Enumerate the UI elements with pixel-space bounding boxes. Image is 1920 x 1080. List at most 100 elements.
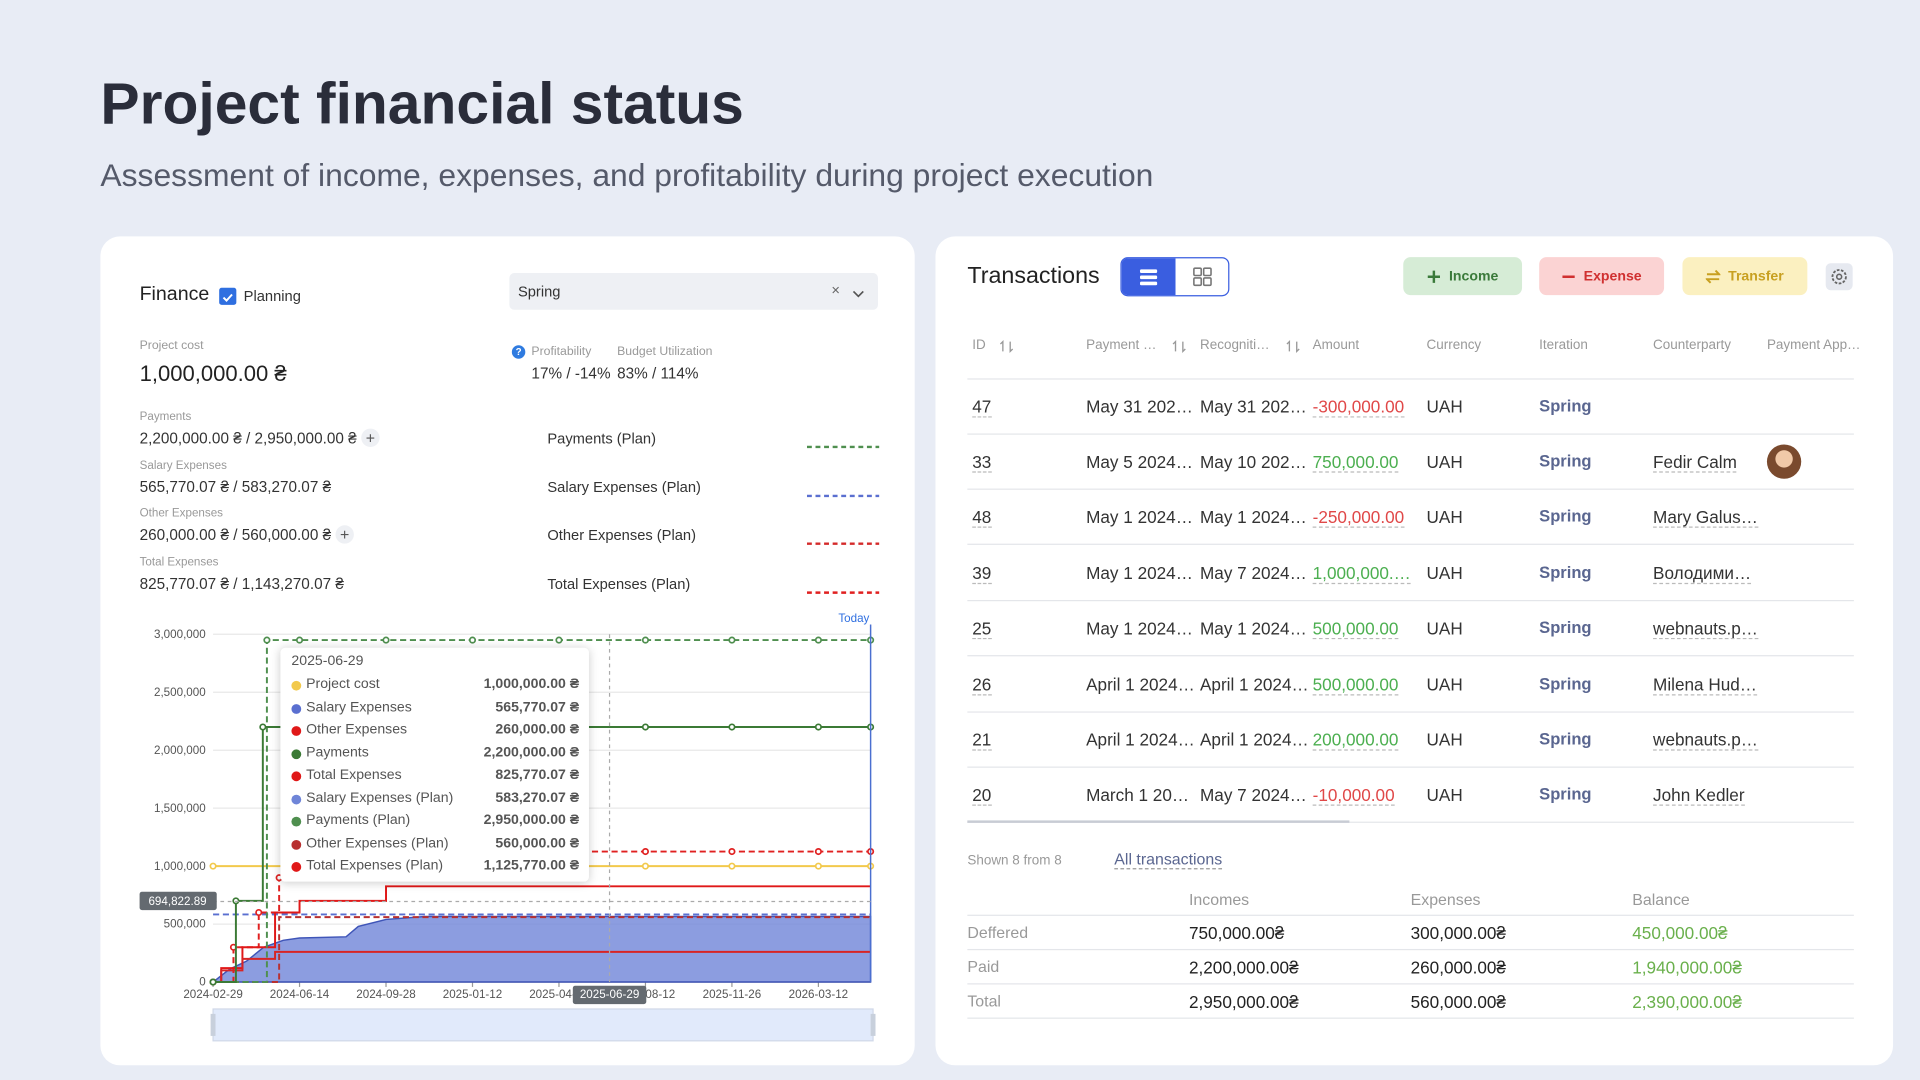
cell-counterparty[interactable]: John Kedler [1653,785,1745,807]
slider-handle [210,1013,216,1036]
cell-amount[interactable]: -250,000.00 [1312,507,1405,529]
cell-iteration: Spring [1539,396,1592,415]
cell-amount[interactable]: 750,000.00 [1312,451,1399,473]
sort-icon[interactable] [1286,338,1301,360]
tooltip-value: 2,200,000.00 ₴ [483,745,580,760]
today-label: Today [838,612,869,625]
summary-incomes: 2,200,000.00₴ [1188,957,1299,978]
approver-avatar [1766,444,1802,479]
summary-expenses: 300,000.00₴ [1410,923,1506,943]
transfer-button[interactable]: Transfer [1682,257,1808,296]
list-view-button[interactable] [1121,258,1176,296]
row-divider [967,488,1854,490]
cell-iteration: Spring [1539,507,1592,526]
planning-checkbox[interactable] [219,287,237,305]
legend-label: Other Expenses (Plan) [547,526,696,544]
legend-label: Salary Expenses (Plan) [547,478,701,496]
cell-recognition-date: May 1 2024… [1200,618,1307,639]
cell-amount[interactable]: -10,000.00 [1312,785,1395,807]
expense-button[interactable]: Expense [1539,257,1665,296]
cell-iteration: Spring [1539,729,1592,749]
shown-count: Shown 8 from 8 [967,853,1062,869]
select-value: Spring [517,282,561,300]
x-tick-label: 2024-09-28 [356,988,415,1001]
legend-label: Payments (Plan) [547,429,656,447]
cell-amount[interactable]: -300,000.00 [1312,396,1405,417]
row-divider [967,766,1854,768]
cell-id[interactable]: 39 [972,562,992,584]
point [728,636,736,644]
cell-amount[interactable]: 1,000,000.… [1312,562,1411,584]
cell-payment-date: May 1 2024… [1086,562,1193,583]
summary-expenses: 260,000.00₴ [1410,957,1506,978]
summary-balance: 1,940,000.00₴ [1632,957,1742,978]
cell-counterparty[interactable]: webnauts.p… [1653,729,1758,751]
tooltip-dot [291,726,302,736]
cell-iteration: Spring [1539,618,1592,637]
select-clear[interactable]: × [831,281,841,299]
column-header[interactable]: Recogniti… [1200,337,1270,353]
legend-swatch [806,532,880,554]
cell-counterparty[interactable]: Milena Hud… [1653,674,1757,695]
budget-utilization-label: Budget Utilization [617,345,713,359]
cell-counterparty[interactable]: Володими… [1653,562,1752,584]
grid-view-button[interactable] [1176,258,1229,295]
view-toggle [1120,257,1230,297]
tooltip-name: Payments [306,745,369,760]
tooltip-name: Project cost [306,677,380,692]
area [210,915,872,983]
cell-id[interactable]: 21 [972,729,992,751]
column-header[interactable]: Payment … [1086,337,1157,353]
cell-currency: UAH [1426,674,1463,694]
cell-amount[interactable]: 500,000.00 [1312,618,1399,640]
page-subtitle: Assessment of income, expenses, and prof… [100,156,1154,194]
cell-counterparty[interactable]: Mary Galus… [1653,507,1758,529]
metric-value: 260,000.00 ₴ / 560,000.00 ₴ [139,526,332,544]
scrollbar [967,820,1350,823]
column-header[interactable]: Counterparty [1653,337,1731,353]
cell-id[interactable]: 33 [972,451,992,473]
cell-amount[interactable]: 500,000.00 [1312,674,1399,695]
cell-id[interactable]: 47 [972,396,992,417]
cell-payment-date: May 31 202… [1086,396,1193,416]
cell-currency: UAH [1426,562,1463,583]
crosshair-x-badge [572,985,647,1005]
summary-label: Total [967,992,1001,1011]
column-header[interactable]: Payment App… [1766,337,1861,353]
tooltip-value: 1,125,770.00 ₴ [483,858,580,874]
cell-counterparty[interactable]: Fedir Calm [1653,451,1737,473]
cell-recognition-date: May 10 202… [1200,451,1307,472]
column-header[interactable]: Amount [1312,337,1360,353]
metric-label: Total Expenses [139,555,219,570]
button-icon [1428,270,1441,283]
summary-header: Incomes [1188,890,1250,909]
select-chevron[interactable] [852,284,864,306]
cell-counterparty[interactable]: webnauts.p… [1653,618,1758,640]
row-divider [967,710,1854,713]
column-header[interactable]: Iteration [1539,337,1588,353]
cell-amount[interactable]: 200,000.00 [1312,729,1399,751]
point [468,636,477,644]
cell-id[interactable]: 26 [972,674,992,695]
row-divider [967,599,1854,601]
settings-button[interactable] [1825,263,1853,291]
cell-id[interactable]: 48 [972,507,992,529]
column-header[interactable]: ID [972,337,986,353]
column-header[interactable]: Currency [1426,337,1482,353]
income-button[interactable]: Income [1403,257,1523,296]
point [641,723,649,731]
tooltip-value: 560,000.00 ₴ [495,835,580,851]
add-button[interactable]: + [335,525,354,544]
all-transactions-link[interactable]: All transactions [1114,849,1223,870]
tooltip-dot [291,794,302,804]
add-button[interactable]: + [361,428,380,447]
point [382,636,390,644]
sort-icon[interactable] [1172,338,1187,360]
legend-swatch [806,483,880,505]
tooltip-dot [291,680,302,691]
cell-id[interactable]: 20 [972,785,992,807]
cell-id[interactable]: 25 [972,618,992,640]
sort-icon[interactable] [999,338,1014,360]
cell-recognition-date: May 7 2024… [1200,785,1307,805]
iteration-select[interactable]: Spring × [509,273,878,310]
